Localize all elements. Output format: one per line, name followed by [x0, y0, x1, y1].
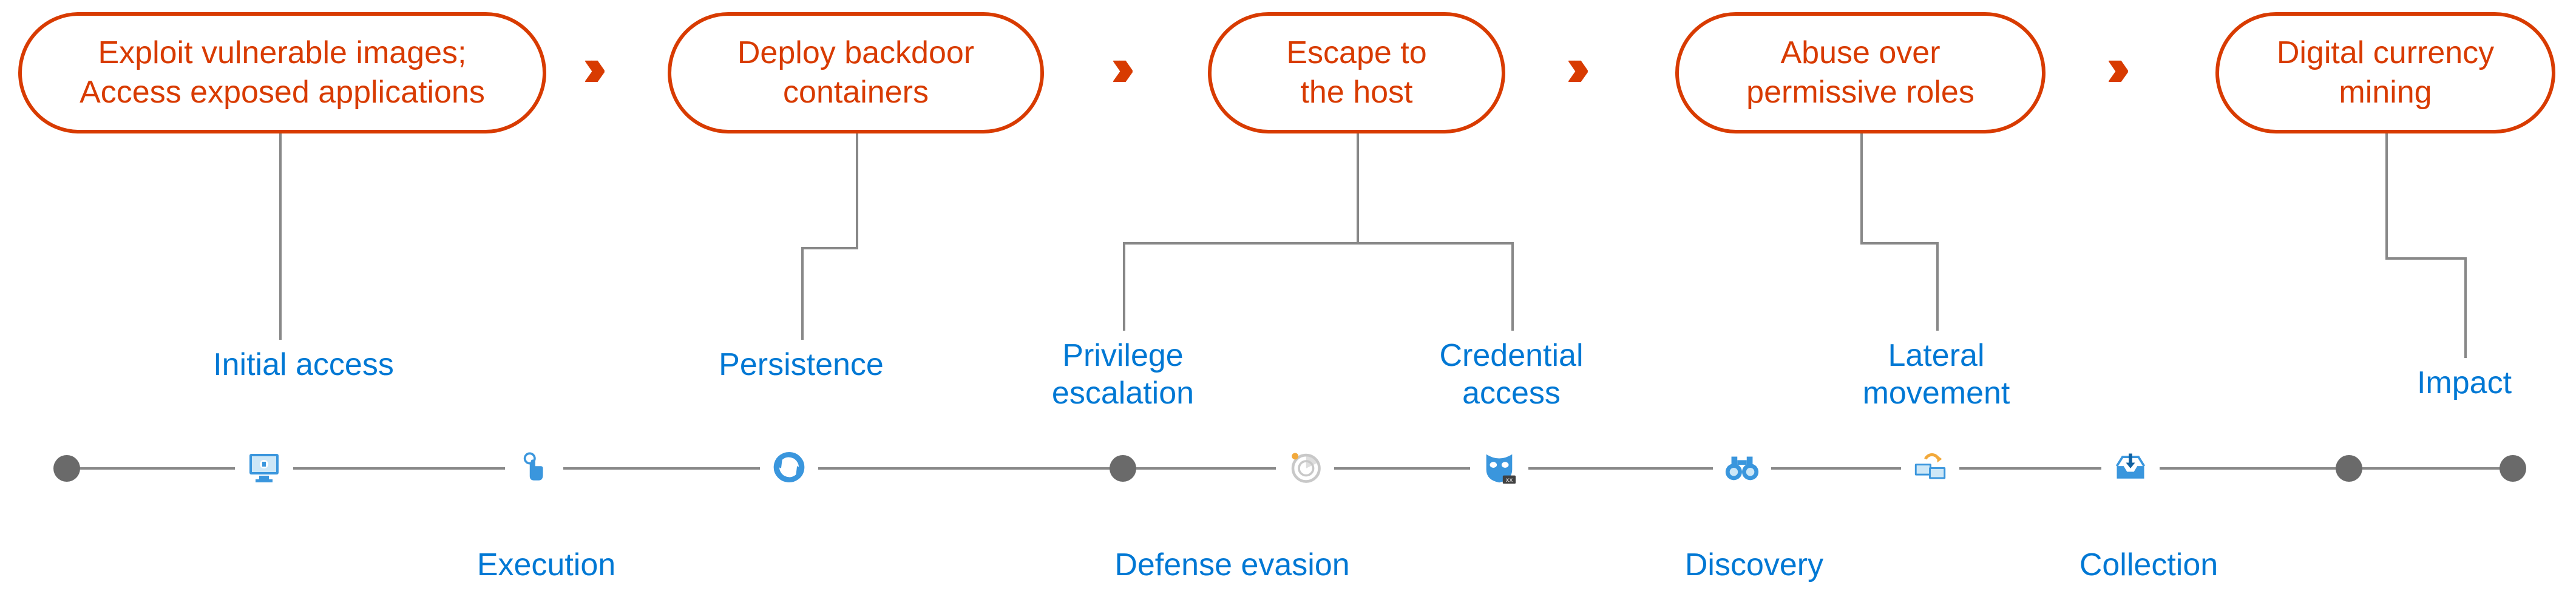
stage-exploit-label: Exploit vulnerable images; Access expose…: [80, 33, 485, 112]
connector-line: [1936, 242, 1939, 331]
chevron-icon: ››: [1566, 36, 1578, 99]
tactic-lateral-movement: Lateral movement: [1839, 337, 2033, 413]
connector-line: [2464, 257, 2467, 359]
tactic-defense-evasion: Defense evasion: [1080, 546, 1384, 584]
icon-execution: [513, 446, 555, 488]
icon-credential: xx: [1478, 446, 1520, 488]
icon-persistence: [768, 446, 810, 488]
connector-line: [856, 133, 858, 247]
connector-line: [2385, 257, 2467, 260]
connector-line: [1357, 242, 1514, 245]
tactic-execution: Execution: [455, 546, 637, 584]
connector-line: [801, 247, 858, 249]
stage-escape: Escape to the host: [1208, 12, 1505, 133]
stage-deploy-label: Deploy backdoor containers: [737, 33, 974, 112]
stage-mining: Digital currency mining: [2215, 12, 2555, 133]
connector-line: [1511, 242, 1514, 331]
connector-line: [2385, 133, 2388, 257]
connector-line: [1123, 242, 1359, 245]
stage-escape-label: Escape to the host: [1286, 33, 1426, 112]
icon-defense-evasion: [1284, 446, 1326, 488]
timeline-dot: [2336, 455, 2362, 482]
connector-line: [1123, 242, 1125, 331]
chevron-icon: ››: [583, 36, 595, 99]
icon-lateral: [1909, 446, 1951, 488]
stage-abuse: Abuse over permissive roles: [1675, 12, 2046, 133]
stage-abuse-label: Abuse over permissive roles: [1746, 33, 1974, 112]
tactic-collection: Collection: [2058, 546, 2240, 584]
chevron-icon: ››: [1111, 36, 1123, 99]
connector-line: [1860, 133, 1863, 242]
connector-line: [1860, 242, 1939, 245]
stage-mining-label: Digital currency mining: [2277, 33, 2494, 112]
timeline-dot: [53, 455, 80, 482]
connector-line: [801, 247, 804, 340]
timeline-dot: [2500, 455, 2526, 482]
timeline-dot: [1110, 455, 1136, 482]
connector-line: [279, 133, 282, 340]
icon-collection: [2109, 446, 2152, 488]
chevron-icon: ››: [2106, 36, 2118, 99]
stage-deploy: Deploy backdoor containers: [668, 12, 1044, 133]
stage-exploit: Exploit vulnerable images; Access expose…: [18, 12, 546, 133]
tactic-impact: Impact: [2404, 364, 2525, 402]
connector-line: [1357, 133, 1359, 242]
tactic-privilege-escalation: Privilege escalation: [1026, 337, 1220, 413]
tactic-initial-access: Initial access: [194, 346, 413, 383]
svg-text:xx: xx: [1506, 477, 1513, 484]
icon-initial-access: [243, 446, 285, 488]
tactic-persistence: Persistence: [698, 346, 904, 383]
tactic-credential-access: Credential access: [1414, 337, 1608, 413]
tactic-discovery: Discovery: [1663, 546, 1845, 584]
icon-discovery: [1721, 446, 1763, 488]
